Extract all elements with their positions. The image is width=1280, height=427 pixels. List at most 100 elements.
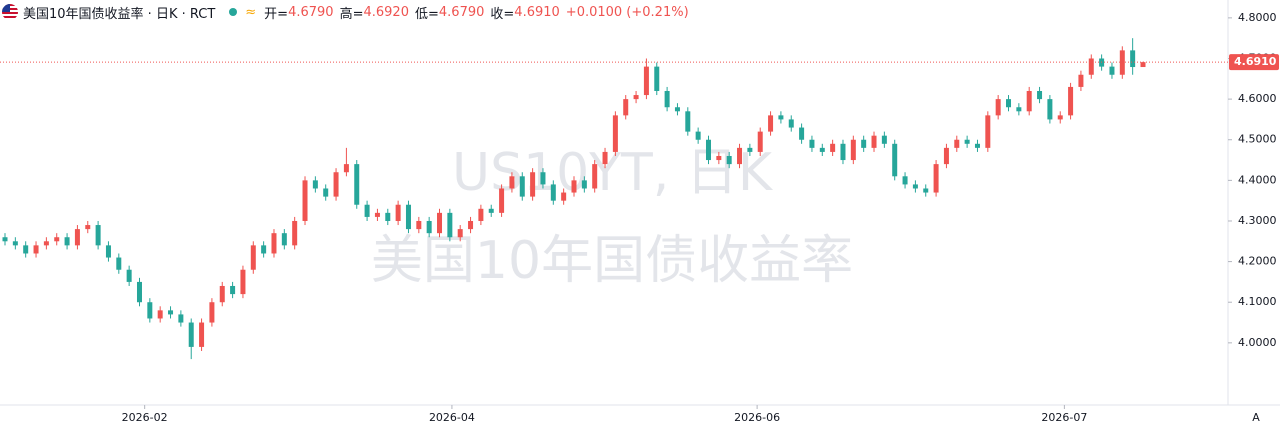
candle-body: [561, 192, 567, 201]
candle-body: [602, 151, 608, 165]
candle-body: [1078, 74, 1084, 87]
x-tick-label: 2026-04: [429, 411, 475, 424]
candle-body: [1037, 90, 1043, 100]
candle-body: [778, 115, 784, 120]
candle-body: [1057, 115, 1063, 120]
candle-body: [530, 172, 536, 197]
candle-body: [23, 245, 29, 254]
candle-body: [468, 220, 474, 230]
candle-body: [2, 237, 8, 242]
candle-body: [188, 322, 194, 347]
y-tick-label: 4.2000: [1238, 255, 1277, 268]
candle-body: [136, 281, 142, 303]
candle-body: [664, 90, 670, 108]
legend-header: 美国10年国债收益率 · 日K · RCT ≈ 开= 4.6790 高= 4.692…: [0, 2, 695, 22]
candle-body: [105, 245, 111, 258]
candle-body: [178, 314, 184, 323]
candle-body: [416, 220, 422, 230]
candle-body: [540, 172, 546, 185]
ohlc-label: 收=: [490, 6, 515, 22]
candle-body: [747, 147, 753, 152]
candle-body: [1140, 62, 1146, 68]
candle-body: [64, 237, 70, 246]
ohlc-label: 高=: [339, 6, 364, 22]
candle-body: [612, 115, 618, 152]
candle-body: [1006, 99, 1012, 108]
candle-body: [768, 115, 774, 132]
delay-icon: ≈: [245, 4, 257, 20]
candle-body: [726, 155, 732, 165]
candle-body: [1130, 50, 1136, 68]
candle-body: [374, 212, 380, 217]
candle-body: [1088, 58, 1094, 75]
y-tick-label: 4.4000: [1238, 173, 1277, 186]
candle-body: [685, 111, 691, 132]
candle-body: [447, 212, 453, 238]
candle-body: [168, 310, 174, 315]
candle-body: [157, 310, 163, 319]
candle-body: [343, 164, 349, 173]
candle-body: [261, 245, 267, 254]
candle-body: [302, 180, 308, 221]
candle-body: [1109, 66, 1115, 75]
candle-body: [12, 241, 18, 246]
candle-body: [126, 269, 132, 282]
candle-body: [985, 115, 991, 148]
candle-body: [912, 184, 918, 189]
candle-body: [705, 139, 711, 161]
candle-body: [581, 180, 587, 189]
candle-body: [964, 139, 970, 144]
candle-body: [281, 233, 287, 246]
ohlc-value: 4.6910: [514, 4, 560, 20]
candle-body: [271, 233, 277, 254]
y-tick-label: 4.6000: [1238, 92, 1277, 105]
x-tick-label: 2026-06: [734, 411, 780, 424]
candle-body: [654, 66, 660, 91]
change-value: +0.0100 (+0.21%): [565, 4, 689, 20]
candle-body: [478, 208, 484, 221]
x-tick-label: 2026-02: [122, 411, 168, 424]
ohlc-value: 4.6920: [363, 4, 409, 20]
candle-body: [695, 131, 701, 140]
candle-body: [333, 172, 339, 197]
candle-body: [923, 188, 929, 193]
y-tick-label: 4.8000: [1238, 11, 1277, 24]
candle-body: [840, 143, 846, 161]
candle-body: [633, 95, 639, 100]
ohlc-label: 低=: [414, 6, 439, 22]
candle-body: [33, 245, 39, 254]
candle-body: [799, 127, 805, 140]
last-price-tag: 4.6910: [1234, 55, 1277, 68]
symbol-title[interactable]: 美国10年国债收益率 · 日K · RCT: [23, 6, 216, 22]
candle-body: [881, 135, 887, 144]
candle-body: [116, 257, 122, 270]
candle-body: [809, 139, 815, 148]
candle-body: [674, 107, 680, 112]
candle-body: [943, 147, 949, 165]
candle-body: [209, 302, 215, 323]
candle-body: [54, 237, 60, 242]
candle-body: [426, 220, 432, 234]
candle-body: [788, 119, 794, 128]
candle-body: [819, 147, 825, 152]
candle-body: [250, 245, 256, 270]
candle-body: [405, 204, 411, 230]
candle-body: [95, 225, 101, 246]
ohlc-value: 4.6790: [288, 4, 334, 20]
candle-body: [623, 99, 629, 116]
axis-mode[interactable]: A: [1252, 411, 1260, 424]
flag-icon: [2, 4, 18, 20]
ohlc-value: 4.6790: [438, 4, 485, 20]
candle-body: [85, 225, 91, 230]
candle-body: [757, 131, 763, 152]
candle-body: [871, 135, 877, 148]
candle-body: [1026, 90, 1032, 112]
candle-body: [240, 269, 246, 295]
candle-body: [488, 208, 494, 213]
y-tick-label: 4.0000: [1238, 336, 1277, 349]
candle-body: [364, 204, 370, 217]
candle-body: [643, 66, 649, 96]
candle-body: [457, 229, 463, 238]
candle-body: [933, 164, 939, 193]
